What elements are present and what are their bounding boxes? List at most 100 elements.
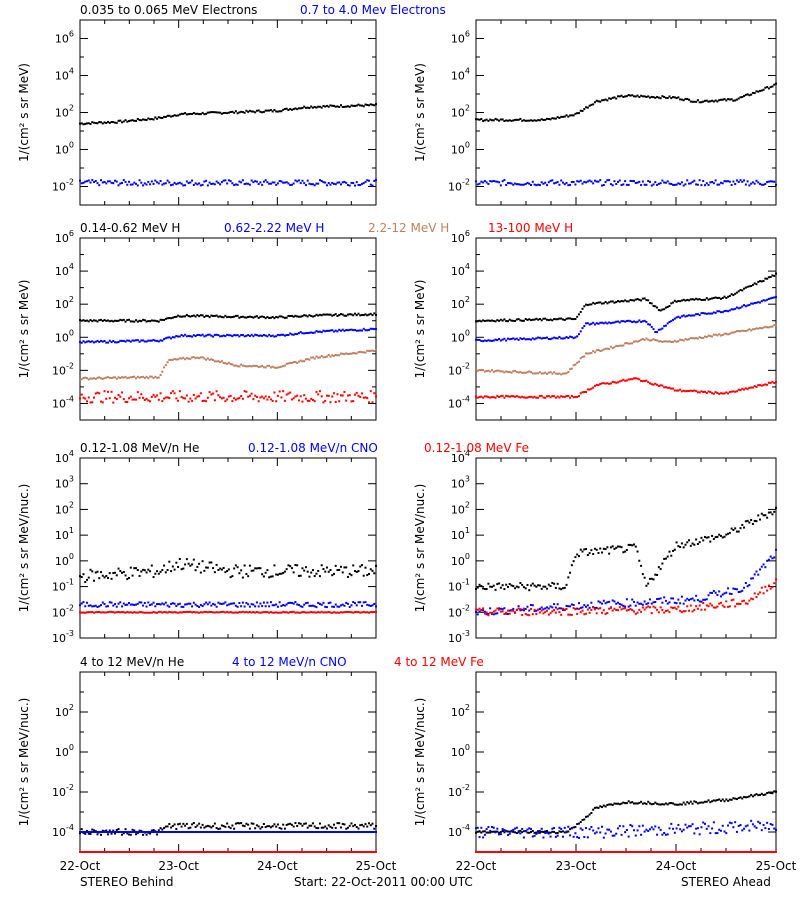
data-point	[346, 329, 349, 332]
data-point	[767, 180, 770, 183]
data-point	[229, 831, 232, 833]
data-point	[227, 111, 230, 114]
data-point	[114, 851, 117, 853]
data-point	[696, 607, 699, 610]
data-point	[480, 851, 483, 853]
data-point	[89, 851, 92, 853]
data-point	[143, 182, 146, 185]
data-point	[147, 601, 150, 604]
data-point	[152, 118, 155, 121]
data-point	[163, 115, 166, 118]
data-point	[219, 111, 222, 114]
data-point	[87, 320, 90, 323]
data-point	[748, 584, 751, 587]
data-point	[561, 587, 564, 590]
data-point	[100, 377, 103, 380]
data-point	[689, 544, 692, 547]
data-point	[98, 577, 101, 580]
data-point	[727, 587, 730, 590]
data-point	[136, 611, 139, 614]
data-point	[114, 396, 117, 399]
data-point	[490, 319, 493, 322]
data-point	[544, 337, 547, 340]
data-point	[487, 851, 490, 853]
data-point	[191, 851, 194, 853]
data-point	[554, 586, 557, 589]
data-point	[693, 543, 696, 546]
data-point	[275, 831, 278, 833]
series	[79, 390, 377, 404]
data-point	[629, 851, 632, 853]
data-point	[602, 382, 605, 385]
data-point	[334, 313, 337, 316]
data-point	[268, 576, 271, 579]
data-point	[712, 296, 715, 299]
data-point	[577, 180, 580, 183]
data-point	[150, 564, 153, 567]
data-point	[620, 608, 623, 611]
data-point	[156, 320, 159, 323]
data-point	[339, 313, 342, 316]
data-point	[677, 605, 680, 608]
data-point	[702, 598, 705, 601]
data-point	[213, 183, 216, 186]
data-point	[336, 831, 339, 833]
data-point	[103, 319, 106, 322]
data-point	[608, 301, 611, 304]
data-point	[629, 604, 632, 607]
data-point	[517, 338, 520, 341]
data-point	[753, 573, 756, 576]
data-point	[751, 302, 754, 305]
data-point	[723, 295, 726, 298]
data-point	[746, 851, 749, 853]
data-point	[613, 607, 616, 610]
data-point	[673, 851, 676, 853]
data-point	[533, 318, 536, 321]
data-point	[570, 114, 573, 117]
data-point	[755, 283, 758, 286]
data-point	[296, 603, 299, 606]
data-point	[510, 851, 513, 853]
data-point	[735, 291, 738, 294]
data-point	[357, 611, 360, 614]
data-point	[652, 96, 655, 99]
data-point	[766, 277, 769, 280]
data-point	[238, 316, 241, 319]
data-point	[196, 112, 199, 115]
data-point	[647, 800, 650, 803]
data-point	[576, 335, 579, 338]
data-point	[679, 602, 682, 605]
data-point	[296, 611, 299, 614]
data-point	[331, 611, 334, 614]
data-point	[496, 827, 499, 830]
data-point	[94, 122, 97, 125]
data-point	[751, 181, 754, 184]
data-point	[561, 395, 564, 398]
data-point	[138, 601, 141, 604]
data-point	[311, 356, 314, 359]
data-point	[611, 184, 614, 187]
y-tick-label: 10-1	[52, 578, 74, 594]
data-point	[145, 118, 148, 121]
data-point	[663, 340, 666, 343]
data-point	[331, 574, 334, 577]
data-point	[498, 119, 501, 122]
data-point	[366, 603, 369, 606]
data-point	[311, 831, 314, 833]
data-point	[682, 184, 685, 187]
data-point	[289, 314, 292, 317]
series	[475, 179, 777, 187]
data-point	[668, 827, 671, 830]
data-point	[346, 851, 349, 853]
data-point	[544, 607, 547, 610]
data-point	[661, 833, 664, 836]
data-point	[269, 831, 272, 833]
data-point	[673, 183, 676, 186]
series	[79, 851, 377, 853]
data-point	[654, 606, 657, 609]
data-point	[320, 395, 323, 398]
data-point	[322, 826, 325, 829]
data-point	[723, 592, 726, 595]
data-point	[170, 358, 173, 361]
data-point	[269, 366, 272, 369]
